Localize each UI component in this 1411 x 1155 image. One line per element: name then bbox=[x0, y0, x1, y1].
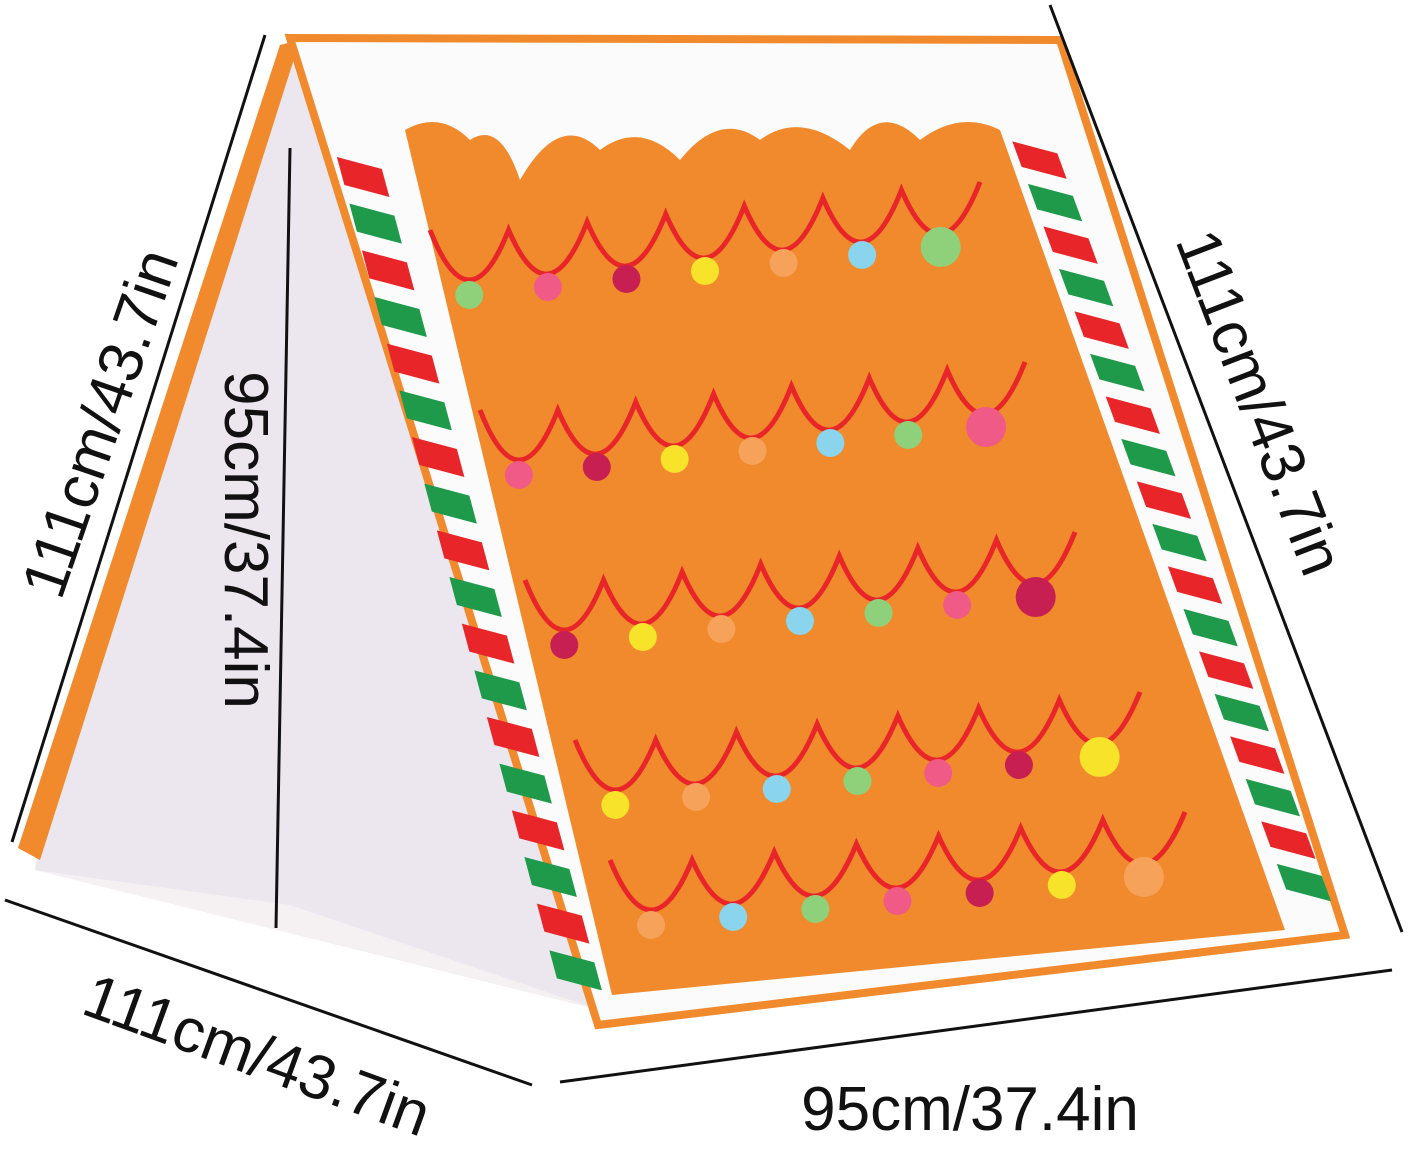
candy-stripe bbox=[1152, 523, 1207, 562]
candy-stripe bbox=[349, 203, 402, 244]
garland-bulb bbox=[550, 631, 579, 659]
garland-bulb bbox=[707, 615, 736, 643]
candy-stripe bbox=[1276, 863, 1332, 902]
candy-stripe bbox=[1167, 566, 1223, 604]
candy-stripe bbox=[411, 437, 465, 477]
garland-bulb bbox=[920, 227, 961, 267]
garland-bulb bbox=[1015, 577, 1056, 617]
garland-bulb bbox=[769, 249, 798, 277]
garland-bulb bbox=[864, 599, 893, 627]
candy-stripe bbox=[1183, 608, 1238, 647]
garland-bulb bbox=[738, 437, 767, 465]
garland-bulb bbox=[691, 257, 719, 285]
candy-stripe bbox=[361, 250, 415, 291]
garland-bulb bbox=[1004, 751, 1033, 779]
candy-stripe bbox=[524, 857, 577, 897]
garlands bbox=[427, 181, 1188, 939]
garland-bulb bbox=[816, 429, 845, 457]
garland-bulb bbox=[601, 791, 630, 819]
garland-bulb bbox=[786, 607, 814, 635]
garland-bulb bbox=[848, 241, 877, 269]
garland-bulb bbox=[504, 461, 533, 489]
candy-stripe bbox=[549, 950, 602, 991]
garland-bulb bbox=[943, 591, 972, 619]
candy-stripe bbox=[1105, 396, 1160, 434]
candy-stripe bbox=[1059, 268, 1114, 307]
candy-stripe bbox=[474, 670, 527, 711]
garland-bulb bbox=[762, 775, 791, 803]
candy-stripe bbox=[1027, 183, 1083, 222]
tent-side-edge bbox=[18, 40, 300, 860]
candy-stripe bbox=[336, 157, 390, 197]
garland-bulb bbox=[660, 445, 689, 473]
candy-stripe bbox=[486, 717, 540, 757]
candy-stripe bbox=[449, 577, 502, 617]
candy-stripe bbox=[374, 297, 427, 337]
candy-stripe bbox=[536, 903, 590, 944]
garland-bulb bbox=[1123, 857, 1164, 897]
tent-floor bbox=[35, 870, 600, 1010]
garland-bulb bbox=[1079, 737, 1120, 777]
garland-bulb bbox=[455, 281, 484, 309]
candy-stripe bbox=[386, 343, 440, 384]
tent-interior bbox=[35, 60, 600, 1010]
candy-stripe bbox=[1199, 651, 1254, 689]
garland-bulb bbox=[924, 759, 953, 787]
candy-stripe bbox=[1214, 693, 1269, 732]
candy-stripe bbox=[1245, 778, 1300, 817]
garland-bulb bbox=[1047, 871, 1076, 899]
garland-bulb bbox=[628, 623, 657, 651]
candy-stripe bbox=[1261, 821, 1316, 859]
candy-stripe bbox=[461, 623, 515, 664]
candy-stripe bbox=[436, 530, 490, 571]
garland-bulb bbox=[637, 911, 666, 939]
candy-stripe bbox=[1121, 438, 1176, 477]
label-inner-height: 95cm/37.4in bbox=[211, 371, 280, 709]
candy-stripe bbox=[511, 810, 565, 851]
garland-bulb bbox=[843, 767, 872, 795]
candy-stripe bbox=[424, 483, 477, 524]
garland-bulb bbox=[966, 407, 1007, 447]
garland-bulb bbox=[719, 903, 748, 931]
candy-stripe bbox=[1074, 311, 1129, 349]
gingerbread-panel bbox=[405, 122, 1285, 995]
candy-stripes-left bbox=[336, 157, 602, 991]
garland-bulb bbox=[801, 895, 830, 923]
garland-bulb bbox=[612, 265, 641, 293]
candy-stripe bbox=[1090, 353, 1145, 392]
dimension-lines bbox=[4, 4, 1404, 1087]
label-width: 95cm/37.4in bbox=[801, 1075, 1139, 1144]
garland-bulb bbox=[682, 783, 711, 811]
candy-stripe bbox=[1230, 736, 1285, 774]
garland-bulb bbox=[894, 421, 923, 449]
garland-bulb bbox=[965, 879, 994, 907]
garland-bulb bbox=[533, 273, 562, 301]
candy-stripe bbox=[1043, 226, 1098, 264]
candy-stripe bbox=[499, 763, 552, 804]
garland-bulb bbox=[883, 887, 912, 915]
candy-stripes-right bbox=[1012, 141, 1332, 902]
garland-bulb bbox=[582, 453, 611, 481]
candy-stripe bbox=[1012, 141, 1067, 179]
candy-stripe bbox=[1136, 481, 1192, 519]
candy-stripe bbox=[399, 390, 452, 431]
